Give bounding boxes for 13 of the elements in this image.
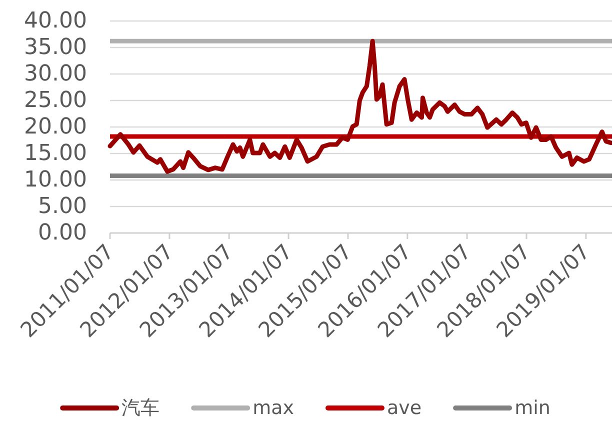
y-tick-label: 0.00	[38, 220, 87, 246]
y-tick-label: 25.00	[24, 88, 87, 113]
legend-label: ave	[386, 397, 422, 419]
y-tick-label: 10.00	[24, 168, 87, 192]
y-tick-label: 20.00	[24, 114, 87, 140]
y-tick-label: 5.00	[38, 194, 87, 219]
legend-label: min	[514, 397, 550, 419]
legend-label: 汽车	[122, 397, 160, 419]
y-tick-label: 15.00	[24, 141, 87, 166]
legend-label: max	[252, 397, 294, 419]
y-tick-label: 40.00	[24, 8, 87, 34]
y-tick-label: 30.00	[24, 62, 87, 86]
y-tick-label: 35.00	[24, 35, 87, 60]
